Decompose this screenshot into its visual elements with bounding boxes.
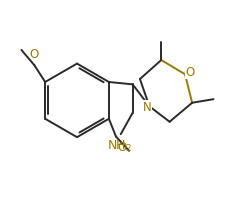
Text: O: O [117,141,126,154]
Text: N: N [143,101,152,114]
Text: O: O [30,48,39,61]
Text: O: O [186,66,195,79]
Text: NH$_2$: NH$_2$ [107,139,132,154]
